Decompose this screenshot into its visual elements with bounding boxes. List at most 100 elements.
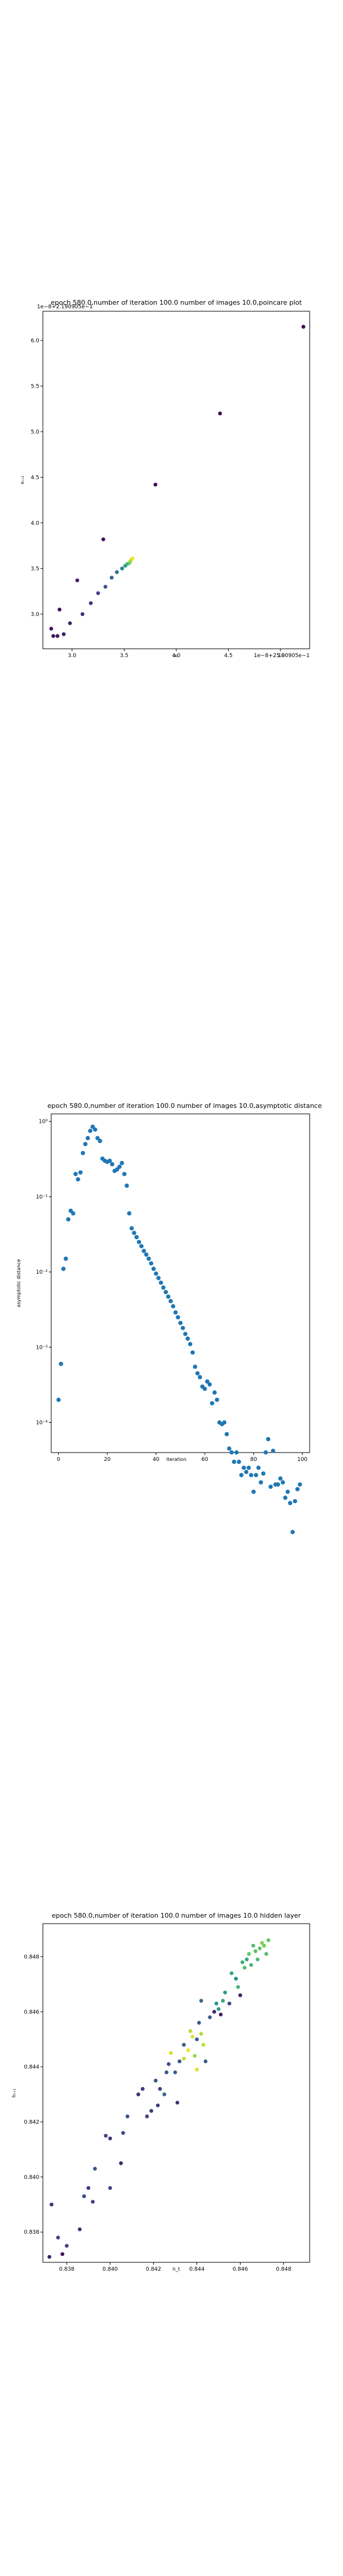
data-point bbox=[178, 1321, 183, 1326]
y-tick-label: 0.838 bbox=[24, 2230, 39, 2236]
data-point bbox=[266, 1938, 270, 1942]
data-point bbox=[61, 1267, 66, 1271]
data-point bbox=[129, 1226, 134, 1231]
x-tick-label: 40 bbox=[152, 1457, 160, 1463]
y-tick-label: 0.840 bbox=[24, 2175, 39, 2181]
data-point bbox=[190, 1350, 195, 1355]
data-point bbox=[145, 2114, 149, 2119]
data-point bbox=[58, 1361, 63, 1366]
data-point bbox=[57, 608, 62, 612]
data-point bbox=[216, 2007, 221, 2011]
data-point bbox=[292, 1498, 298, 1504]
data-points bbox=[47, 1938, 270, 2259]
data-point bbox=[301, 324, 305, 329]
data-point bbox=[82, 2194, 86, 2199]
data-point bbox=[283, 1496, 288, 1500]
data-point bbox=[285, 1490, 290, 1494]
data-point bbox=[247, 1952, 251, 1956]
data-point bbox=[197, 2021, 201, 2025]
data-point bbox=[266, 1436, 270, 1442]
data-point bbox=[201, 2042, 205, 2047]
data-point bbox=[256, 1465, 261, 1470]
data-point bbox=[173, 1310, 178, 1315]
data-point bbox=[288, 1501, 292, 1506]
data-point bbox=[278, 1476, 283, 1481]
data-point bbox=[154, 2079, 158, 2083]
data-point bbox=[214, 1397, 220, 1402]
data-point bbox=[63, 1256, 68, 1261]
data-point bbox=[88, 1128, 93, 1133]
data-point bbox=[158, 1280, 163, 1285]
data-point bbox=[212, 2010, 216, 2014]
x-ticks: 0 20 40 60 80 100 bbox=[57, 1453, 308, 1463]
data-point bbox=[86, 2186, 91, 2190]
data-point bbox=[188, 1342, 192, 1346]
data-point bbox=[141, 1249, 146, 1253]
y-ticks: 10⁰ 10⁻¹ 10⁻² 10⁻³ 10⁻⁴ bbox=[36, 1119, 51, 1426]
data-point bbox=[156, 1275, 161, 1280]
data-point bbox=[136, 2092, 141, 2097]
data-point bbox=[124, 1183, 129, 1188]
x-axis-label: xₜ bbox=[174, 653, 178, 658]
x-tick-label: 4.5 bbox=[224, 653, 232, 659]
data-point bbox=[169, 1299, 173, 1304]
data-point bbox=[120, 1160, 124, 1166]
data-point bbox=[203, 2059, 208, 2064]
data-point bbox=[224, 1432, 229, 1436]
data-point bbox=[47, 2255, 52, 2259]
data-point bbox=[49, 627, 54, 631]
chart-title: epoch 580.0,number of iteration 100.0 nu… bbox=[51, 299, 302, 306]
poincare-plot-chart: epoch 580.0,number of iteration 100.0 nu… bbox=[20, 299, 310, 659]
data-point bbox=[93, 2166, 97, 2171]
data-point bbox=[75, 578, 79, 583]
y-tick-label: 0.844 bbox=[24, 2064, 39, 2070]
x-axis-label: iteration bbox=[166, 1457, 186, 1462]
data-point bbox=[121, 2131, 125, 2135]
data-point bbox=[141, 2086, 145, 2091]
data-point bbox=[218, 411, 222, 416]
data-point bbox=[268, 1484, 273, 1489]
data-point bbox=[164, 2070, 169, 2075]
data-point bbox=[192, 1364, 198, 1369]
y-tick-label: 4.5 bbox=[31, 475, 39, 481]
data-point bbox=[242, 1965, 247, 1970]
data-point bbox=[103, 584, 108, 589]
data-point bbox=[183, 1332, 188, 1336]
data-point bbox=[227, 2001, 232, 2006]
data-point bbox=[244, 1469, 249, 1475]
data-point bbox=[149, 2109, 154, 2113]
x-tick-label: 0 bbox=[57, 1457, 60, 1463]
data-point bbox=[122, 1172, 127, 1176]
data-point bbox=[295, 1487, 300, 1491]
data-point bbox=[107, 1159, 112, 1163]
x-tick-label: 20 bbox=[104, 1457, 111, 1463]
data-point bbox=[261, 1471, 266, 1476]
data-point bbox=[249, 1473, 254, 1478]
data-point bbox=[96, 591, 100, 595]
data-points bbox=[49, 324, 305, 638]
data-point bbox=[167, 2062, 171, 2066]
data-point bbox=[198, 1374, 202, 1380]
data-point bbox=[93, 1127, 98, 1132]
data-point bbox=[182, 2057, 186, 2061]
x-tick-label: 0.840 bbox=[102, 2267, 118, 2272]
x-tick-label: 0.848 bbox=[276, 2267, 291, 2272]
data-point bbox=[236, 1459, 241, 1465]
data-point bbox=[151, 1267, 156, 1271]
y-tick-label: 5.0 bbox=[31, 429, 40, 435]
data-point bbox=[219, 2012, 223, 2017]
y-tick-label: 10⁻¹ bbox=[36, 1194, 48, 1200]
y-tick-label: 3.0 bbox=[31, 612, 40, 618]
data-point bbox=[229, 1450, 234, 1455]
data-point bbox=[195, 2067, 199, 2072]
data-point bbox=[89, 601, 93, 605]
chart-title: epoch 580.0,number of iteration 100.0 nu… bbox=[48, 1102, 322, 1110]
data-point bbox=[247, 1465, 251, 1470]
data-point bbox=[192, 2054, 197, 2058]
data-point bbox=[169, 2051, 173, 2055]
data-point bbox=[212, 1390, 217, 1395]
data-point bbox=[175, 2100, 180, 2105]
data-point bbox=[85, 1136, 91, 1141]
data-point bbox=[180, 1326, 185, 1330]
data-point bbox=[258, 1946, 262, 1950]
